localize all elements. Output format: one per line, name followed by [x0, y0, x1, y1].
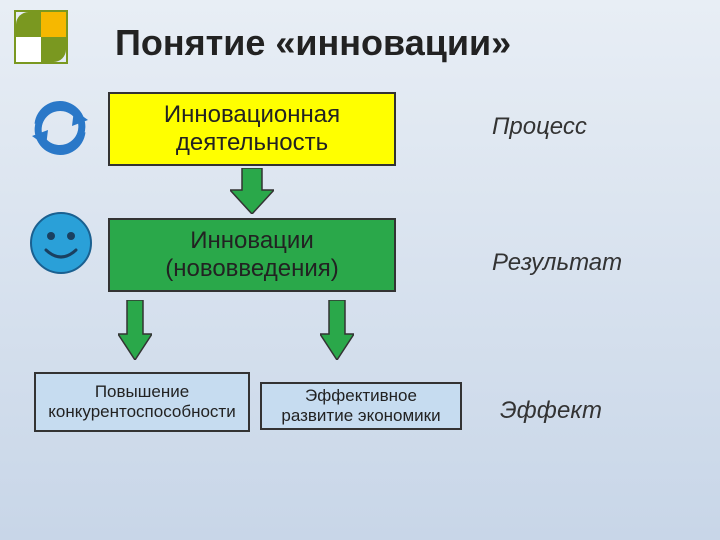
box-innovation-text: Инновации (нововведения): [118, 227, 386, 283]
box-innovation: Инновации (нововведения): [108, 218, 396, 292]
label-result: Результат: [492, 248, 632, 278]
label-process: Процесс: [492, 112, 602, 142]
box-activity: Инновационная деятельность: [108, 92, 396, 166]
arrow-top-mid: [230, 168, 274, 214]
box-economy: Эффективное развитие экономики: [260, 382, 462, 430]
box-competitiveness-text: Повышение конкурентоспособности: [44, 382, 240, 422]
page-title: Понятие «инновации»: [115, 22, 511, 64]
box-activity-text: Инновационная деятельность: [118, 101, 386, 157]
logo-icon: [14, 10, 68, 64]
box-competitiveness: Повышение конкурентоспособности: [34, 372, 250, 432]
box-economy-text: Эффективное развитие экономики: [270, 386, 452, 426]
smiley-icon: [28, 210, 94, 276]
arrow-mid-left: [118, 300, 152, 360]
arrow-mid-right: [320, 300, 354, 360]
cycle-icon: [28, 96, 92, 160]
label-effect: Эффект: [500, 396, 610, 426]
